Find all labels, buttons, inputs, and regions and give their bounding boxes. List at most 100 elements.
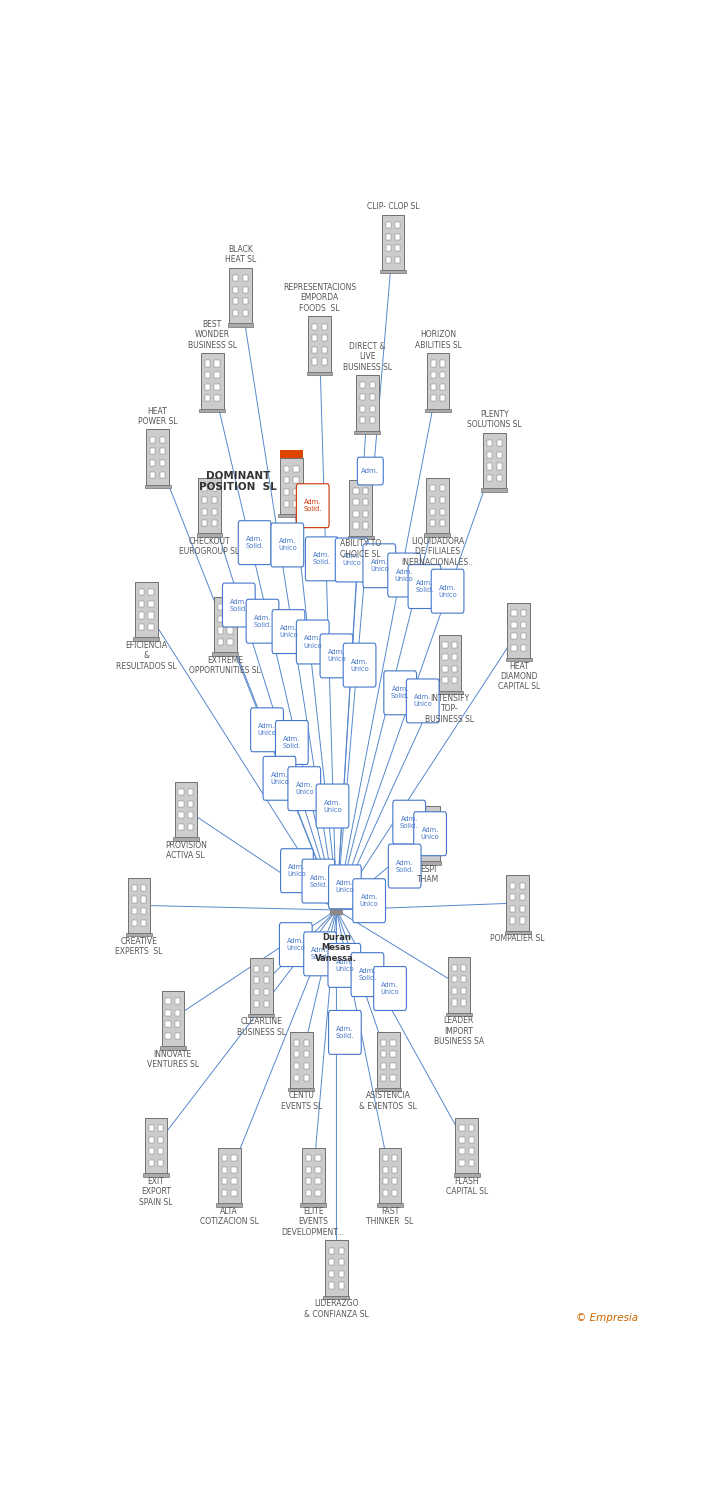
- Text: Adm.
Unico: Adm. Unico: [270, 772, 289, 784]
- FancyBboxPatch shape: [229, 268, 252, 322]
- FancyBboxPatch shape: [216, 1203, 242, 1206]
- FancyBboxPatch shape: [360, 382, 365, 388]
- FancyBboxPatch shape: [363, 488, 368, 494]
- FancyBboxPatch shape: [158, 1149, 163, 1155]
- FancyBboxPatch shape: [284, 465, 289, 471]
- FancyBboxPatch shape: [165, 1034, 170, 1040]
- FancyBboxPatch shape: [430, 520, 435, 526]
- Text: HEAT
POWER SL: HEAT POWER SL: [138, 406, 178, 426]
- FancyBboxPatch shape: [507, 603, 530, 658]
- Text: EXIT
EXPORT
SPAIN SL: EXIT EXPORT SPAIN SL: [139, 1178, 173, 1206]
- FancyBboxPatch shape: [440, 360, 446, 366]
- Text: Adm.
Unico: Adm. Unico: [414, 694, 432, 708]
- FancyBboxPatch shape: [242, 298, 248, 304]
- FancyBboxPatch shape: [202, 520, 207, 526]
- FancyBboxPatch shape: [135, 582, 157, 638]
- FancyBboxPatch shape: [329, 1248, 334, 1254]
- FancyBboxPatch shape: [520, 918, 525, 924]
- FancyBboxPatch shape: [322, 324, 327, 330]
- FancyBboxPatch shape: [376, 1088, 401, 1090]
- FancyBboxPatch shape: [149, 602, 154, 608]
- Text: Adm.
Solid.: Adm. Solid.: [391, 687, 409, 699]
- FancyBboxPatch shape: [218, 627, 223, 633]
- FancyBboxPatch shape: [315, 1155, 320, 1161]
- FancyBboxPatch shape: [301, 1203, 326, 1206]
- FancyBboxPatch shape: [199, 408, 225, 413]
- FancyBboxPatch shape: [232, 1190, 237, 1196]
- FancyBboxPatch shape: [421, 825, 427, 831]
- FancyBboxPatch shape: [348, 536, 373, 538]
- Text: Adm.
Solid.: Adm. Solid.: [282, 736, 301, 748]
- FancyBboxPatch shape: [306, 537, 338, 580]
- FancyBboxPatch shape: [233, 274, 238, 280]
- FancyBboxPatch shape: [254, 988, 259, 994]
- FancyBboxPatch shape: [205, 384, 210, 390]
- FancyBboxPatch shape: [437, 690, 463, 694]
- FancyBboxPatch shape: [440, 509, 445, 515]
- FancyBboxPatch shape: [452, 642, 457, 648]
- Text: CLEARLINE
BUSINESS SL: CLEARLINE BUSINESS SL: [237, 1017, 286, 1036]
- FancyBboxPatch shape: [459, 1160, 464, 1166]
- FancyBboxPatch shape: [165, 1010, 170, 1016]
- FancyBboxPatch shape: [212, 484, 217, 492]
- Text: Adm.
Solid.: Adm. Solid.: [400, 816, 419, 828]
- FancyBboxPatch shape: [430, 496, 435, 502]
- FancyBboxPatch shape: [469, 1125, 474, 1131]
- FancyBboxPatch shape: [452, 666, 457, 672]
- Text: ASISTENCIA
& EVENTOS  SL: ASISTENCIA & EVENTOS SL: [360, 1092, 417, 1110]
- FancyBboxPatch shape: [263, 756, 296, 800]
- FancyBboxPatch shape: [315, 1190, 320, 1196]
- FancyBboxPatch shape: [328, 944, 360, 987]
- FancyBboxPatch shape: [370, 394, 375, 400]
- FancyBboxPatch shape: [421, 837, 427, 843]
- FancyBboxPatch shape: [417, 806, 440, 861]
- FancyBboxPatch shape: [306, 372, 333, 375]
- FancyBboxPatch shape: [288, 766, 320, 810]
- FancyBboxPatch shape: [312, 324, 317, 330]
- FancyBboxPatch shape: [126, 933, 152, 936]
- Text: LEADER
IMPORT
BUSINESS SA: LEADER IMPORT BUSINESS SA: [434, 1016, 484, 1046]
- FancyBboxPatch shape: [388, 554, 421, 597]
- FancyBboxPatch shape: [329, 1258, 334, 1264]
- FancyBboxPatch shape: [416, 861, 441, 865]
- FancyBboxPatch shape: [421, 813, 427, 819]
- FancyBboxPatch shape: [349, 480, 372, 536]
- FancyBboxPatch shape: [215, 360, 220, 366]
- FancyBboxPatch shape: [363, 500, 368, 506]
- FancyBboxPatch shape: [510, 918, 515, 924]
- FancyBboxPatch shape: [390, 1052, 396, 1058]
- FancyBboxPatch shape: [510, 882, 515, 888]
- FancyBboxPatch shape: [430, 509, 435, 515]
- FancyBboxPatch shape: [293, 477, 298, 483]
- FancyBboxPatch shape: [386, 222, 391, 228]
- Text: Adm.
Solid.: Adm. Solid.: [336, 1026, 354, 1039]
- FancyBboxPatch shape: [288, 1088, 314, 1090]
- FancyBboxPatch shape: [487, 464, 492, 470]
- FancyBboxPatch shape: [506, 876, 529, 930]
- FancyBboxPatch shape: [392, 1179, 397, 1185]
- Text: BEST
WONDER
BUSINESS SL: BEST WONDER BUSINESS SL: [188, 320, 237, 350]
- FancyBboxPatch shape: [431, 384, 436, 390]
- FancyBboxPatch shape: [381, 214, 404, 270]
- FancyBboxPatch shape: [232, 1179, 237, 1185]
- Text: Adm.
Unico: Adm. Unico: [288, 864, 306, 877]
- FancyBboxPatch shape: [222, 1167, 227, 1173]
- Text: Adm.
Unico: Adm. Unico: [438, 585, 457, 597]
- Text: Adm.
Solid.: Adm. Solid.: [229, 598, 248, 612]
- FancyBboxPatch shape: [215, 396, 220, 402]
- Text: Adm.
Unico: Adm. Unico: [350, 658, 369, 672]
- FancyBboxPatch shape: [377, 1203, 403, 1206]
- FancyBboxPatch shape: [227, 604, 233, 610]
- FancyBboxPatch shape: [132, 920, 137, 926]
- FancyBboxPatch shape: [487, 440, 492, 446]
- Text: Adm.
Unico: Adm. Unico: [381, 982, 400, 994]
- FancyBboxPatch shape: [390, 1064, 396, 1070]
- FancyBboxPatch shape: [339, 1258, 344, 1264]
- FancyBboxPatch shape: [355, 430, 381, 433]
- FancyBboxPatch shape: [370, 405, 375, 412]
- FancyBboxPatch shape: [431, 396, 436, 402]
- FancyBboxPatch shape: [150, 460, 156, 466]
- FancyBboxPatch shape: [481, 489, 507, 492]
- FancyBboxPatch shape: [218, 604, 223, 610]
- FancyBboxPatch shape: [302, 859, 335, 903]
